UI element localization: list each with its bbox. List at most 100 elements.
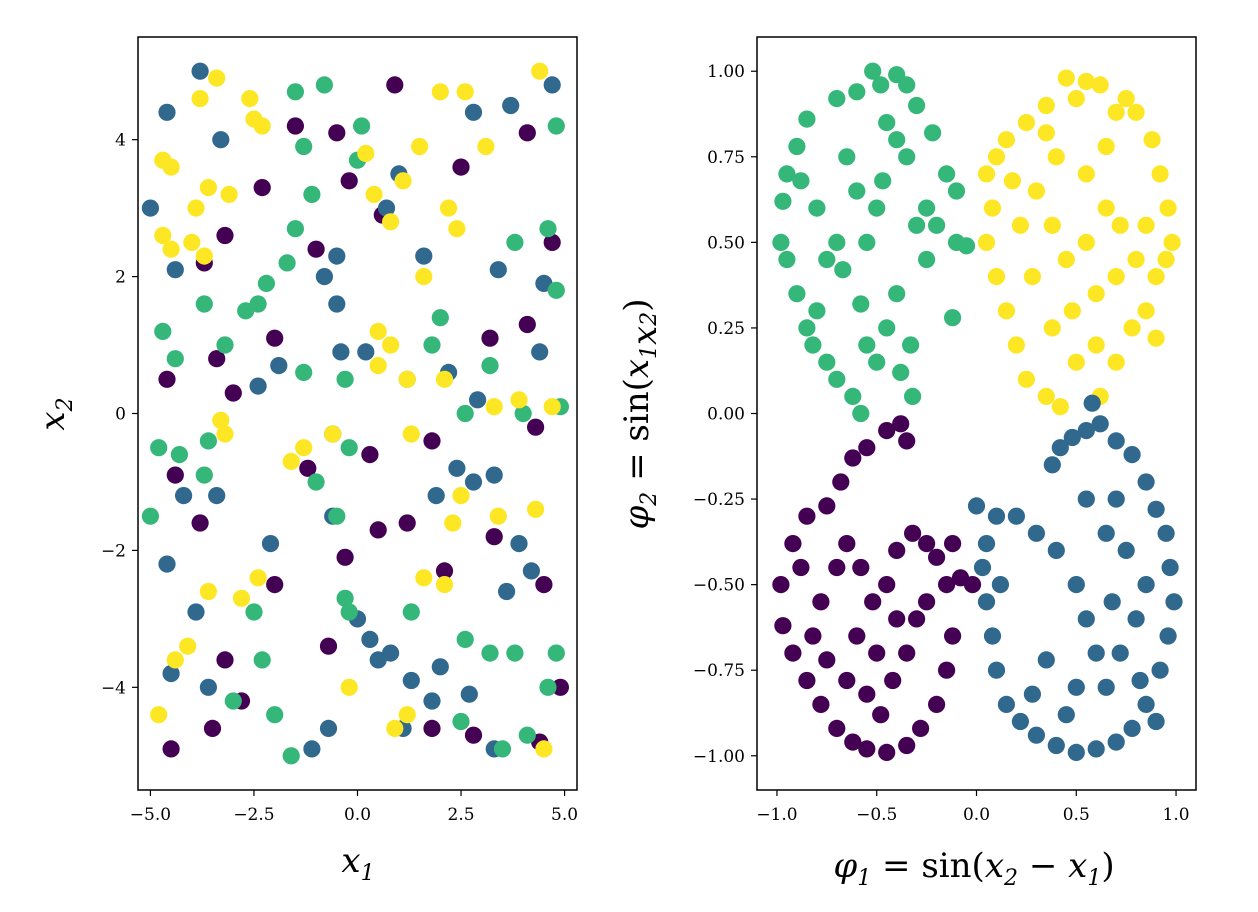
scatter-point <box>838 148 856 166</box>
scatter-point <box>1027 524 1045 542</box>
scatter-point <box>1067 743 1085 762</box>
scatter-point <box>944 535 962 553</box>
scatter-point <box>1137 473 1155 491</box>
scatter-point <box>543 76 561 94</box>
scatter-point <box>1037 96 1055 115</box>
scatter-point <box>1077 610 1095 628</box>
scatter-point <box>510 535 528 553</box>
scatter-point <box>415 268 433 286</box>
scatter-point <box>858 336 876 354</box>
scatter-point <box>1067 576 1085 594</box>
scatter-point <box>166 261 184 279</box>
scatter-point <box>1087 285 1105 303</box>
y-tick-label: 2 <box>115 268 126 288</box>
scatter-point <box>1017 114 1035 132</box>
scatter-point <box>398 370 416 388</box>
scatter-point <box>216 425 234 443</box>
scatter-point <box>208 69 226 87</box>
scatter-point <box>415 247 433 265</box>
scatter-point <box>1051 398 1069 416</box>
scatter-point <box>928 216 946 234</box>
scatter-point <box>431 309 449 327</box>
x-tick-label: 2.5 <box>448 805 475 825</box>
scatter-point <box>1107 103 1125 121</box>
scatter-point <box>812 593 830 611</box>
x-tick-label: 0.0 <box>344 805 371 825</box>
scatter-point <box>481 357 499 375</box>
left-xlabel: x1 <box>341 841 374 886</box>
scatter-point <box>245 603 263 621</box>
scatter-point <box>1067 90 1085 108</box>
scatter-point <box>303 185 321 203</box>
scatter-point <box>838 535 856 553</box>
scatter-point <box>319 719 338 738</box>
axes-frame <box>137 36 578 791</box>
scatter-point <box>1147 329 1165 347</box>
scatter-point <box>808 302 826 320</box>
scatter-point <box>518 124 536 142</box>
scatter-point <box>1107 733 1125 751</box>
scatter-point <box>918 250 936 269</box>
scatter-point <box>834 261 852 279</box>
scatter-point <box>493 740 512 758</box>
scatter-point <box>315 268 333 286</box>
scatter-point <box>369 521 387 539</box>
scatter-point <box>774 192 792 210</box>
scatter-point <box>804 336 822 354</box>
scatter-point <box>340 678 358 696</box>
scatter-point <box>1107 268 1125 286</box>
scatter-point <box>481 329 499 347</box>
scatter-point <box>224 384 242 402</box>
scatter-point <box>382 644 400 662</box>
scatter-point <box>1027 726 1045 744</box>
scatter-point <box>852 295 870 313</box>
x-tick-label: −2.5 <box>233 805 274 825</box>
scatter-point <box>818 651 836 669</box>
scatter-point <box>918 593 936 611</box>
x-tick-label: −5.0 <box>130 805 171 825</box>
scatter-point <box>912 719 930 738</box>
scatter-point <box>382 213 400 231</box>
scatter-point <box>377 199 396 217</box>
scatter-point <box>868 199 886 217</box>
scatter-point <box>253 179 271 197</box>
scatter-point <box>1043 319 1061 337</box>
y-tick-label: 0.00 <box>707 405 745 425</box>
scatter-point <box>183 233 201 251</box>
scatter-point <box>1047 148 1065 166</box>
scatter-point <box>848 627 866 645</box>
scatter-point <box>485 466 503 484</box>
scatter-point <box>386 719 404 738</box>
scatter-point <box>844 387 862 405</box>
y-tick-label: −0.50 <box>693 576 745 596</box>
scatter-point <box>158 370 176 388</box>
scatter-point <box>150 706 168 724</box>
scatter-point <box>303 740 321 758</box>
scatter-point <box>158 555 176 573</box>
scatter-point <box>295 363 313 381</box>
y-tick-label: 0 <box>115 405 126 425</box>
scatter-point <box>938 165 956 183</box>
scatter-point <box>1165 593 1183 611</box>
scatter-point <box>1087 336 1105 354</box>
scatter-point <box>1047 736 1065 755</box>
scatter-point <box>286 117 304 135</box>
scatter-point <box>191 514 209 532</box>
scatter-point <box>216 226 234 245</box>
scatter-point <box>224 692 242 710</box>
scatter-point <box>187 603 205 621</box>
x-tick-label: 0.0 <box>963 805 990 825</box>
scatter-point <box>858 685 876 703</box>
scatter-point <box>1083 394 1101 412</box>
scatter-point <box>918 199 936 217</box>
scatter-point <box>315 76 333 94</box>
scatter-point <box>208 487 226 505</box>
scatter-point <box>898 76 916 94</box>
scatter-point <box>440 199 458 217</box>
scatter-point <box>382 336 400 354</box>
scatter-point <box>1027 182 1045 200</box>
scatter-point <box>928 548 946 566</box>
scatter-point <box>191 62 209 80</box>
scatter-point <box>888 610 906 628</box>
scatter-point <box>286 83 304 101</box>
